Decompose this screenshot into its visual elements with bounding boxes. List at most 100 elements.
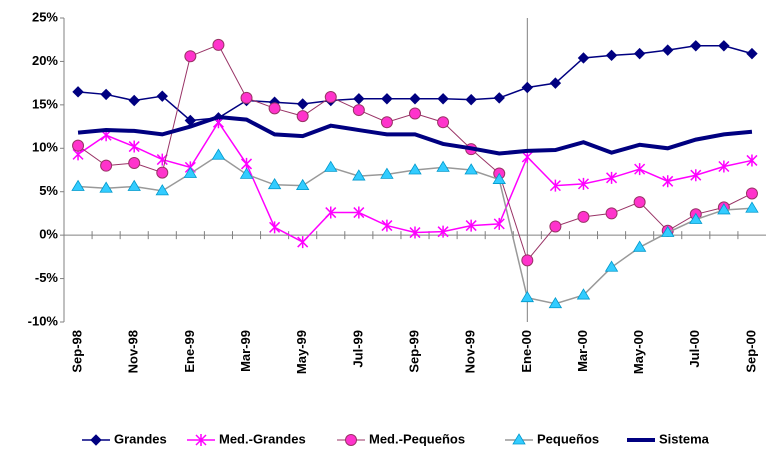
marker (436, 160, 450, 172)
marker (746, 47, 758, 60)
legend-label: Grandes (114, 431, 167, 446)
marker (493, 92, 505, 104)
marker (156, 153, 168, 166)
marker (437, 116, 450, 129)
marker (577, 52, 590, 64)
marker (128, 94, 140, 107)
marker (662, 44, 674, 56)
marker (239, 167, 254, 179)
marker (325, 206, 337, 219)
marker (512, 433, 526, 445)
legend-item: Med.-Pequeños (337, 431, 465, 446)
x-tick-label: Nov-98 (126, 330, 141, 373)
x-tick-label: Jul-99 (350, 330, 365, 368)
marker (183, 166, 198, 178)
marker (718, 160, 730, 173)
marker (128, 157, 141, 170)
marker (605, 207, 618, 220)
marker (549, 77, 562, 89)
x-tick-label: Ene-00 (519, 330, 534, 373)
x-tick-label: Jul-00 (687, 330, 702, 368)
marker (465, 93, 477, 106)
marker (184, 50, 197, 63)
marker (72, 139, 85, 152)
legend-label: Pequeños (537, 431, 599, 446)
marker (353, 93, 365, 105)
marker (604, 260, 619, 272)
marker (408, 163, 422, 175)
marker (577, 210, 590, 223)
marker (632, 240, 647, 252)
marker (156, 166, 169, 179)
legend-label: Med.-Grandes (219, 431, 306, 446)
marker (409, 226, 421, 239)
legend-item: Sistema (627, 431, 710, 446)
marker (267, 177, 282, 190)
marker (345, 434, 357, 446)
x-tick-label: Sep-99 (406, 330, 421, 373)
marker (662, 175, 674, 188)
y-tick-label: -10% (28, 313, 59, 328)
marker (464, 163, 478, 175)
marker (100, 159, 113, 172)
x-tick-label: Mar-99 (238, 330, 253, 372)
y-tick-label: 10% (32, 140, 58, 155)
marker (745, 201, 759, 213)
y-tick-label: 15% (32, 96, 58, 111)
marker (409, 93, 421, 105)
marker (606, 171, 618, 184)
y-tick-label: 20% (32, 53, 58, 68)
marker (493, 217, 505, 230)
marker (520, 290, 535, 303)
marker (409, 107, 421, 120)
marker (634, 163, 646, 176)
marker (745, 187, 758, 200)
x-tick-label: Mar-00 (575, 330, 590, 372)
legend-item: Grandes (82, 431, 167, 446)
marker (90, 434, 102, 446)
marker (99, 181, 113, 193)
marker (324, 91, 337, 104)
marker (127, 179, 141, 191)
marker (324, 160, 338, 172)
x-tick-label: May-99 (294, 330, 309, 374)
marker (380, 167, 394, 179)
marker (352, 169, 366, 181)
marker (381, 219, 393, 232)
legend-item: Med.-Grandes (187, 431, 306, 446)
marker (353, 206, 365, 219)
x-tick-label: Sep-98 (69, 330, 84, 373)
series-line (77, 120, 753, 244)
marker (690, 169, 702, 182)
marker (689, 212, 703, 224)
marker (718, 40, 730, 52)
marker (465, 219, 477, 232)
marker (746, 154, 758, 167)
marker (240, 91, 253, 104)
series-line (77, 114, 753, 156)
y-tick-label: 5% (39, 183, 58, 198)
marker (269, 221, 281, 234)
marker (690, 40, 702, 52)
marker (577, 177, 590, 190)
marker (521, 150, 533, 163)
marker (521, 81, 534, 94)
marker (633, 196, 646, 209)
marker (100, 88, 112, 101)
marker (212, 38, 225, 51)
marker (352, 104, 365, 117)
marker (268, 102, 281, 115)
marker (492, 172, 506, 184)
marker (195, 434, 207, 446)
y-tick-label: 0% (39, 227, 58, 242)
y-tick-label: 25% (32, 9, 58, 24)
marker (717, 203, 731, 215)
marker (211, 148, 226, 160)
marker (381, 93, 393, 105)
marker (71, 179, 85, 191)
legend-item: Pequeños (505, 431, 599, 446)
marker (633, 47, 646, 60)
marker (128, 140, 140, 153)
x-tick-label: Ene-99 (182, 330, 197, 373)
x-tick-label: Nov-99 (463, 330, 478, 373)
